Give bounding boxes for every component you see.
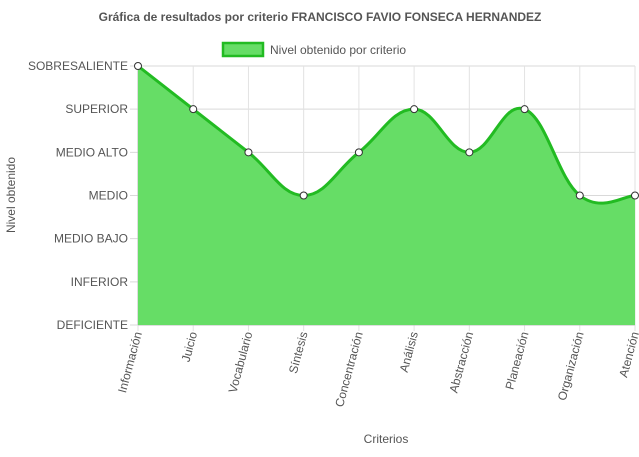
data-point-Vocabulario[interactable] — [244, 148, 253, 157]
y-tick-label: INFERIOR — [71, 275, 129, 289]
series-line — [137, 64, 636, 205]
x-tick-label: Organización — [555, 330, 587, 402]
series-area-fill — [138, 66, 635, 325]
x-tick-label: Vocabulario — [226, 330, 256, 395]
x-tick-label: Atención — [616, 330, 639, 379]
x-tick-label: Información — [115, 330, 145, 394]
x-tick-label: Concentración — [332, 330, 366, 408]
legend-swatch — [221, 41, 265, 58]
y-tick-label: SUPERIOR — [65, 102, 128, 116]
y-tick-label: MEDIO ALTO — [56, 145, 128, 159]
legend[interactable]: Nivel obtenido por criterio — [221, 41, 406, 58]
legend-label: Nivel obtenido por criterio — [270, 43, 406, 57]
y-tick-label: DEFICIENTE — [57, 318, 128, 332]
data-point-Juicio[interactable] — [189, 105, 198, 114]
x-tick-labels: Información Juicio Vocabulario Síntesis Conc… — [115, 330, 639, 409]
data-point-Análisis[interactable] — [410, 105, 419, 114]
y-tick-label: MEDIO BAJO — [54, 232, 128, 246]
data-point-Síntesis[interactable] — [299, 191, 308, 200]
data-points — [134, 62, 639, 200]
x-tick-label: Juicio — [179, 330, 201, 364]
y-axis-label: Nivel obtenido — [4, 157, 18, 233]
chart-title: Gráfica de resultados por criterio FRANC… — [99, 10, 542, 24]
data-point-Información[interactable] — [134, 62, 142, 70]
x-tick-label: Síntesis — [286, 330, 311, 375]
x-tick-label: Abstracción — [446, 330, 476, 394]
y-tick-labels: DEFICIENTE INFERIOR MEDIO BAJO MEDIO MEDIO A… — [28, 59, 128, 332]
data-point-Abstracción[interactable] — [465, 148, 474, 157]
x-tick-label: Análisis — [397, 330, 421, 374]
series-area-layer — [137, 64, 636, 325]
data-point-Concentración[interactable] — [354, 148, 363, 157]
data-point-Atención[interactable] — [631, 191, 639, 200]
x-tick-label: Planeación — [503, 330, 532, 391]
x-axis-label: Criterios — [364, 432, 409, 446]
y-tick-label: SOBRESALIENTE — [28, 59, 128, 73]
data-point-Organización[interactable] — [575, 191, 584, 200]
data-point-Planeación[interactable] — [520, 105, 529, 114]
y-tick-label: MEDIO — [89, 189, 128, 203]
